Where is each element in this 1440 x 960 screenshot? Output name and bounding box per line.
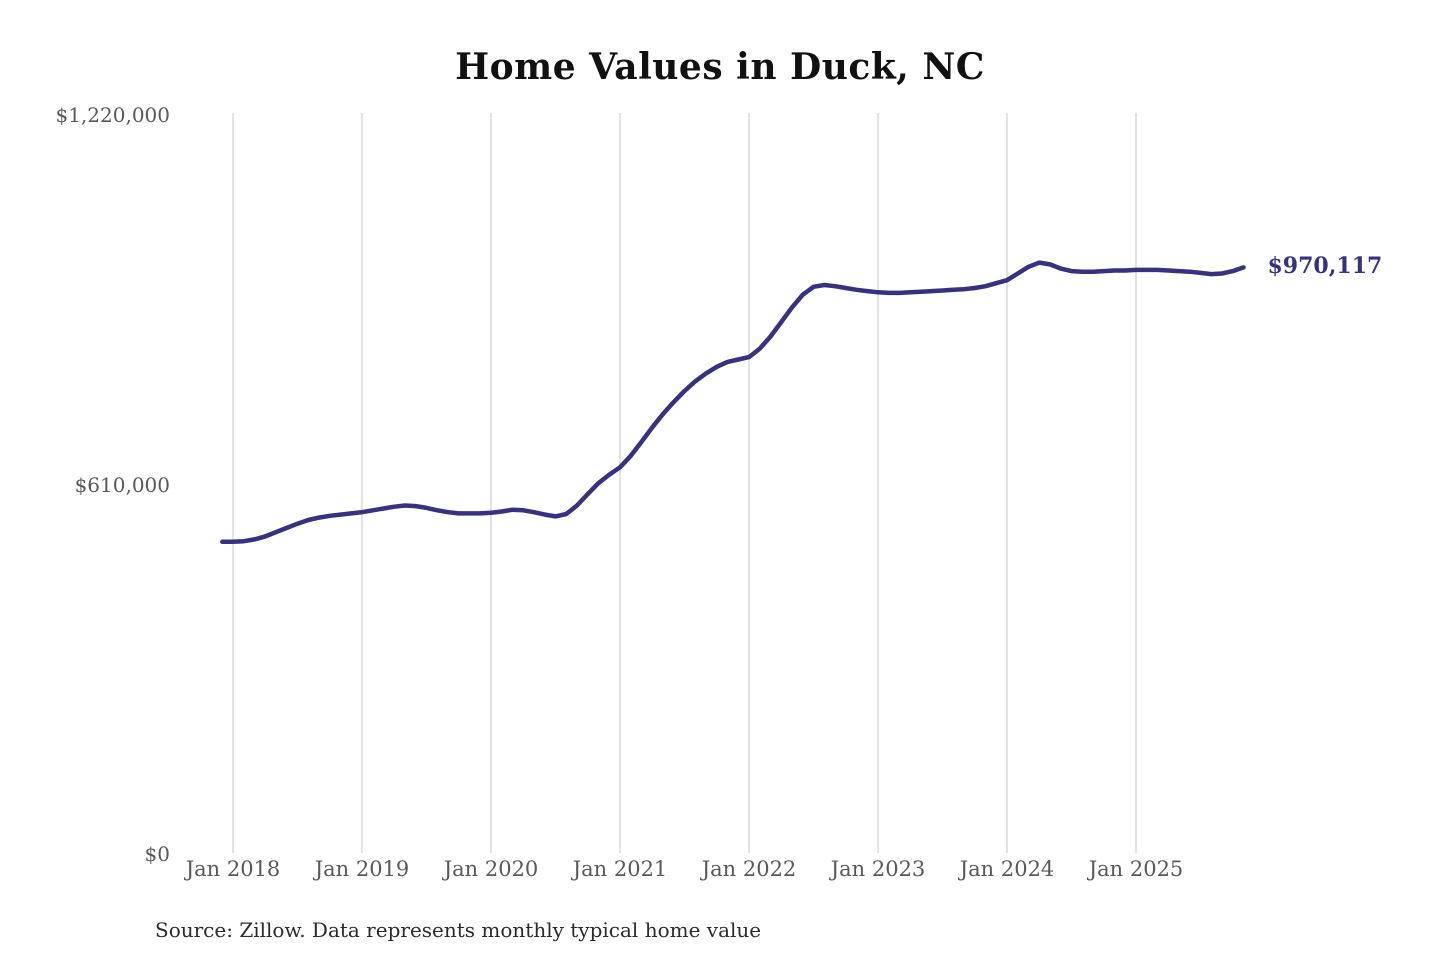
x-axis-tick-label: Jan 2018 — [185, 857, 281, 881]
x-axis-tick-label: Jan 2020 — [443, 857, 539, 881]
current-value-label: $970,117 — [1267, 253, 1383, 280]
y-axis-tick-label: $1,220,000 — [55, 103, 170, 127]
x-axis-tick-label: Jan 2024 — [959, 857, 1055, 881]
home-value-line — [220, 260, 1246, 545]
x-axis-tick-label: Jan 2021 — [572, 857, 668, 881]
y-axis-tick-label: $610,000 — [74, 472, 170, 497]
gridlines — [232, 113, 1137, 853]
chart-title: Home Values in Duck, NC — [455, 46, 985, 88]
y-axis-tick-label: $0 — [144, 842, 170, 866]
x-axis-tick-label: Jan 2019 — [314, 857, 410, 881]
x-axis-tick-label: Jan 2023 — [830, 857, 926, 881]
x-axis-tick-label: Jan 2025 — [1088, 857, 1184, 881]
source-note: Source: Zillow. Data represents monthly … — [155, 918, 762, 942]
x-axis-tick-label: Jan 2022 — [701, 857, 797, 881]
